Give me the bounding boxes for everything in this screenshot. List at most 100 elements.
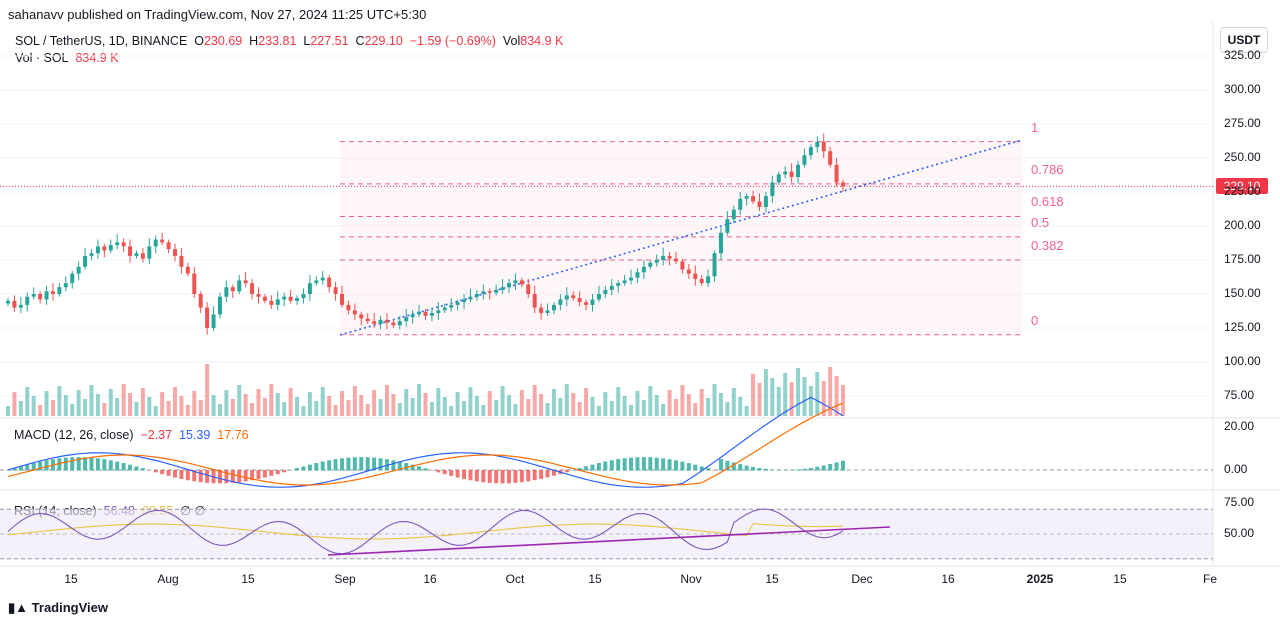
fib-level-label: 0.618 [1031, 194, 1064, 210]
macd-histogram-bar [269, 470, 274, 476]
volume-bar [31, 396, 36, 416]
time-tick-label: Fe [1202, 572, 1218, 586]
volume-bar [667, 390, 672, 416]
candle-body [629, 277, 634, 281]
rsi-trend-line [327, 526, 891, 556]
macd-histogram-bar [31, 463, 36, 471]
macd-histogram-bar [487, 470, 492, 483]
volume-bar [397, 403, 402, 416]
volume-bar [173, 387, 177, 416]
volume-bar [25, 387, 30, 416]
macd-histogram-bar [256, 470, 261, 479]
open-label: O [194, 34, 204, 48]
volume-bar [6, 406, 10, 416]
tradingview-footer[interactable]: ▮▲ TradingView [8, 600, 108, 616]
macd-histogram-bar [725, 460, 730, 471]
volume-bar [44, 391, 49, 416]
symbol-legend[interactable]: SOL / TetherUS, 1D, BINANCE O230.69 H233… [15, 34, 563, 48]
volume-bar [841, 385, 845, 416]
volume-bar [462, 401, 467, 416]
candle-body [545, 310, 550, 314]
price-tick-label: 225.00 [1224, 184, 1261, 198]
volume-bar [821, 381, 826, 416]
candle-body [513, 280, 518, 284]
candle-body [661, 255, 666, 260]
macd-tick-label: 0.00 [1224, 462, 1248, 476]
volume-bar [12, 392, 17, 416]
macd-histogram-bar [243, 470, 248, 482]
currency-selector[interactable]: USDT [1220, 27, 1268, 53]
volume-bar [629, 405, 634, 416]
candle-body [365, 318, 370, 322]
change-value: −1.59 (−0.69%) [409, 34, 496, 48]
candle-body [641, 266, 646, 273]
time-tick-label: Sep [334, 572, 356, 586]
tradingview-logo-icon: ▮▲ [8, 600, 29, 615]
volume-bar [718, 393, 723, 416]
macd-legend[interactable]: MACD (12, 26, close) −2.37 15.39 17.76 [14, 428, 249, 442]
macd-histogram-bar [230, 470, 235, 483]
macd-histogram-bar [166, 470, 171, 476]
volume-bar [577, 402, 582, 416]
candle-body [121, 242, 126, 247]
candle-body [282, 296, 287, 300]
candle-body [391, 322, 396, 326]
candle-body [397, 321, 402, 326]
macd-histogram-bar [449, 470, 454, 476]
volume-bar [648, 386, 653, 416]
macd-histogram-bar [603, 461, 608, 471]
macd-histogram-bar [474, 470, 479, 482]
fib-level-label: 0.786 [1031, 161, 1064, 177]
candle-body [571, 295, 576, 299]
candle-body [609, 285, 614, 290]
volume-bar [796, 368, 801, 416]
low-label: L [303, 34, 311, 48]
fib-level-label: 1 [1031, 119, 1039, 135]
macd-histogram-bar [744, 465, 749, 471]
macd-histogram-bar [6, 470, 10, 471]
volume-bar [346, 400, 351, 416]
volume-legend[interactable]: Vol · SOL 834.9 K [15, 51, 119, 65]
macd-histogram-bar [770, 469, 775, 471]
macd-histogram-bar [551, 470, 556, 476]
macd-histogram-bar [815, 466, 820, 471]
current-price-badge: 229.10 [1216, 178, 1268, 194]
macd-histogram-bar [102, 459, 107, 471]
fib-level-label: 0.382 [1031, 238, 1064, 253]
candle-body [770, 182, 775, 197]
candle-body [166, 242, 171, 250]
close-label: C [355, 34, 365, 48]
candle-body [417, 311, 422, 315]
volume-bar [384, 385, 389, 416]
volume-bar [262, 398, 267, 416]
macd-histogram-bar [83, 457, 88, 471]
macd-histogram-bar [699, 466, 704, 471]
close-value: 229.10 [364, 34, 403, 48]
volume-bar [526, 399, 531, 416]
candle-body [269, 300, 274, 305]
volume-bar [532, 385, 537, 416]
volume-bar [320, 387, 325, 416]
candle-body [802, 155, 807, 165]
macd-histogram-bar [462, 470, 467, 479]
macd-histogram-bar [295, 468, 300, 471]
macd-hist-value: −2.37 [140, 428, 173, 442]
macd-histogram-bar [423, 468, 428, 471]
candle-body [455, 302, 460, 305]
candle-body [751, 196, 756, 202]
volume-bar [828, 367, 833, 416]
macd-histogram-bar [519, 470, 524, 483]
candle-body [262, 296, 267, 301]
candle-body [680, 261, 685, 270]
candle-body [789, 171, 794, 178]
high-label: H [249, 34, 259, 48]
candle-body [179, 255, 184, 267]
macd-histogram-bar [494, 470, 499, 484]
volume-bar [571, 393, 576, 416]
candle-body [442, 307, 447, 311]
volume-bar [757, 383, 762, 416]
volume-bar [166, 401, 171, 416]
candle-body [198, 294, 203, 308]
macd-histogram-bar [654, 457, 659, 471]
